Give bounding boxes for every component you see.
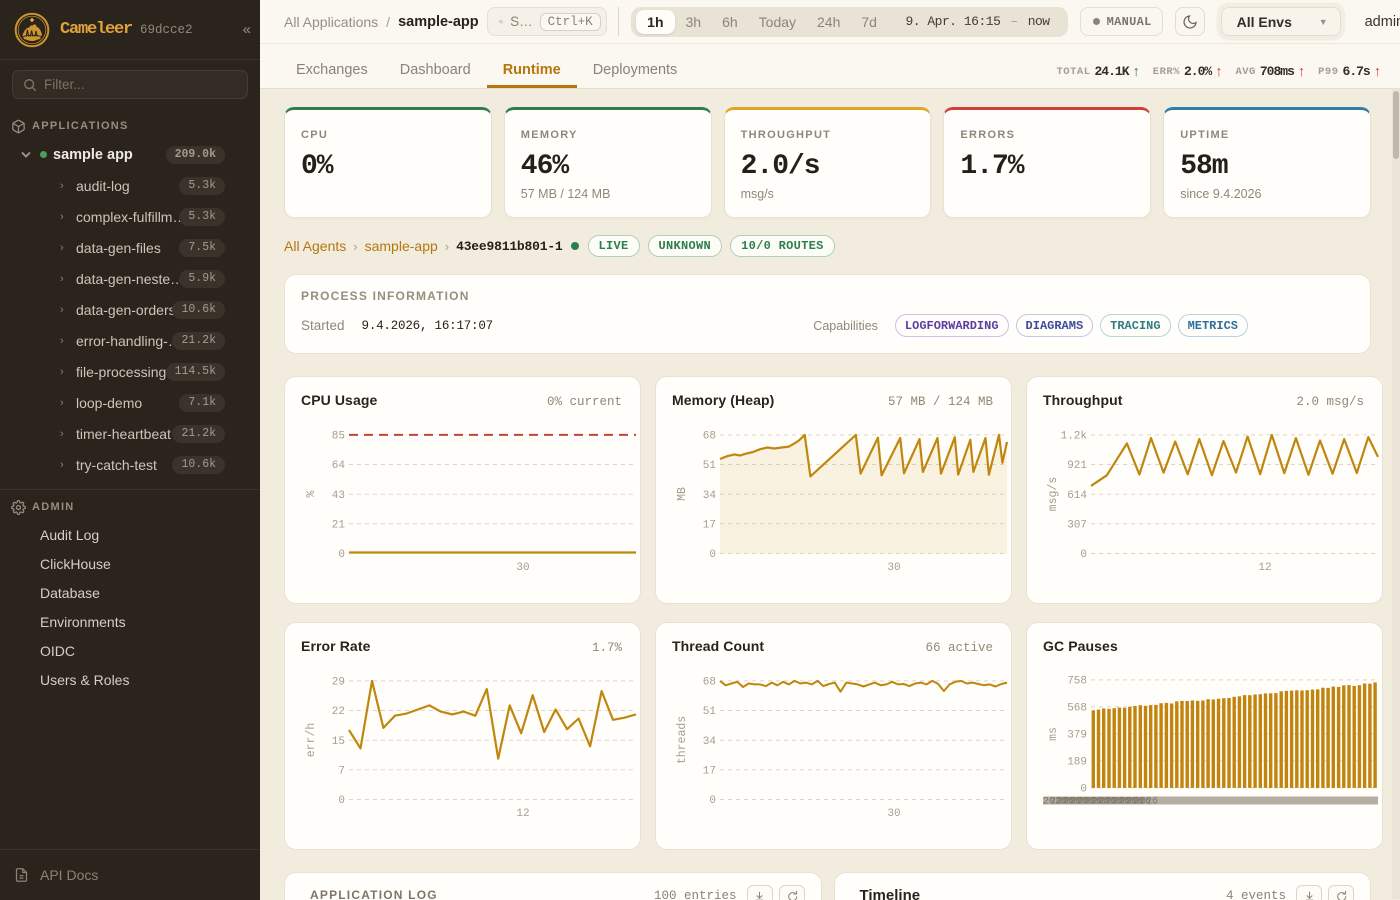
svg-text:15: 15 (332, 736, 345, 748)
svg-text:68: 68 (703, 431, 716, 443)
svg-text:758: 758 (1067, 676, 1087, 688)
svg-text:7: 7 (338, 765, 345, 777)
svg-text:12: 12 (1258, 562, 1271, 574)
svg-text:64: 64 (332, 460, 346, 472)
svg-text:0: 0 (1080, 549, 1087, 561)
svg-text:2026: 2026 (1064, 797, 1088, 808)
svg-text:17: 17 (703, 765, 716, 777)
svg-text:0: 0 (1080, 784, 1087, 796)
svg-text:43: 43 (332, 490, 345, 502)
svg-text:921: 921 (1067, 460, 1087, 472)
svg-text:0: 0 (709, 549, 716, 561)
svg-text:2026: 2026 (1057, 797, 1081, 808)
svg-text:2026: 2026 (1127, 797, 1151, 808)
svg-text:29: 29 (332, 677, 345, 689)
svg-text:30: 30 (516, 562, 529, 574)
svg-text:614: 614 (1067, 490, 1087, 502)
svg-text:2026: 2026 (1085, 797, 1109, 808)
svg-text:68: 68 (703, 677, 716, 689)
svg-text:379: 379 (1067, 730, 1087, 742)
svg-text:0: 0 (338, 795, 345, 807)
svg-text:0: 0 (709, 795, 716, 807)
svg-text:21: 21 (332, 519, 346, 531)
svg-text:msg/s: msg/s (1047, 477, 1060, 512)
svg-text:MB: MB (676, 487, 689, 501)
svg-text:err/h: err/h (305, 723, 318, 758)
svg-text:2026: 2026 (1120, 797, 1144, 808)
svg-text:30: 30 (887, 808, 900, 820)
svg-text:51: 51 (703, 460, 717, 472)
svg-text:2026: 2026 (1134, 797, 1158, 808)
svg-text:threads: threads (676, 716, 689, 764)
svg-text:22: 22 (332, 706, 345, 718)
svg-text:307: 307 (1067, 519, 1087, 531)
svg-text:2026: 2026 (1043, 797, 1067, 808)
svg-text:2026: 2026 (1071, 797, 1095, 808)
svg-text:17: 17 (703, 519, 716, 531)
svg-text:0: 0 (338, 549, 345, 561)
svg-text:34: 34 (703, 490, 717, 502)
svg-text:2026: 2026 (1092, 797, 1116, 808)
svg-text:51: 51 (703, 706, 717, 718)
svg-text:2026: 2026 (1099, 797, 1123, 808)
svg-text:30: 30 (887, 562, 900, 574)
svg-text:2026: 2026 (1050, 797, 1074, 808)
svg-text:568: 568 (1067, 703, 1087, 715)
svg-text:189: 189 (1067, 757, 1087, 769)
svg-text:85: 85 (332, 431, 345, 443)
svg-text:2026: 2026 (1106, 797, 1130, 808)
svg-text:2026: 2026 (1113, 797, 1137, 808)
svg-text:1.2k: 1.2k (1061, 431, 1088, 443)
svg-text:2026: 2026 (1078, 797, 1102, 808)
svg-text:%: % (305, 490, 318, 497)
svg-text:34: 34 (703, 736, 717, 748)
svg-text:12: 12 (516, 808, 529, 820)
svg-text:ms: ms (1047, 727, 1060, 741)
